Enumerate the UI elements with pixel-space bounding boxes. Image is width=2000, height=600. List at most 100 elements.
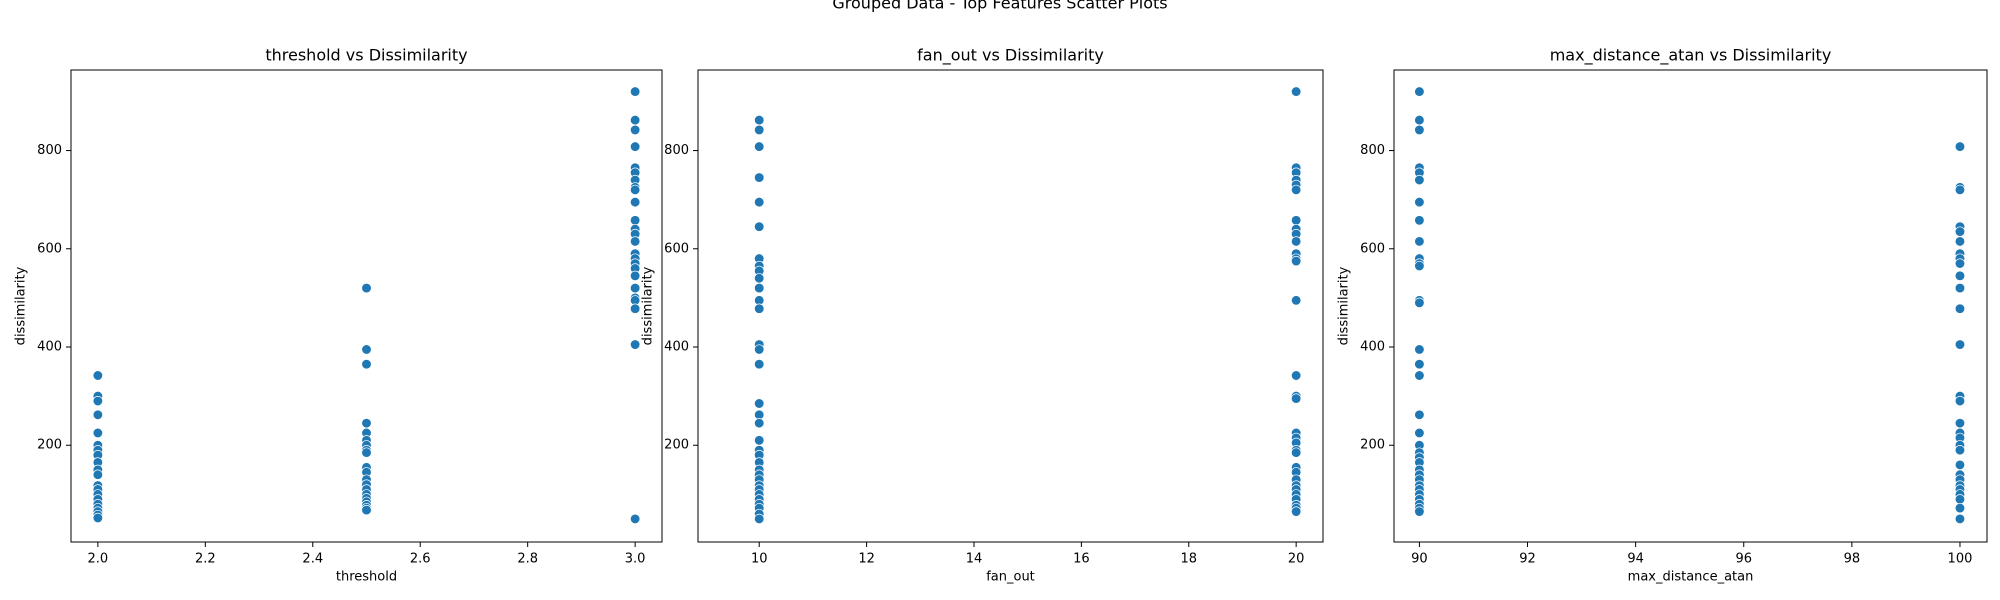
point (92, 469, 104, 480)
point (1291, 184, 1302, 195)
point (1954, 494, 1966, 505)
point (754, 114, 765, 126)
point (1414, 297, 1425, 308)
y-tick-label: 200 (1360, 438, 1385, 453)
x-tick-label: 18 (1180, 552, 1197, 567)
x-tick-label: 96 (1735, 552, 1752, 567)
point (629, 86, 641, 97)
point (361, 359, 372, 370)
point (1954, 502, 1966, 514)
point (629, 339, 641, 350)
y-tick-label: 800 (1360, 143, 1385, 158)
point (92, 370, 104, 381)
x-tick-label: 90 (1411, 552, 1428, 567)
point (754, 273, 765, 284)
point (629, 215, 641, 226)
point (629, 184, 641, 195)
point (1954, 303, 1966, 314)
y-axis-label: dissimilarity (1337, 266, 1352, 345)
point (629, 303, 641, 314)
point (1414, 124, 1425, 136)
chart-title: fan_out vs Dissimilarity (917, 46, 1104, 66)
point (1954, 445, 1966, 456)
point (1414, 409, 1425, 420)
point (1954, 339, 1966, 350)
point (1954, 417, 1966, 429)
point (754, 221, 765, 232)
point (1414, 344, 1425, 355)
point (1954, 395, 1966, 407)
point (1291, 447, 1302, 458)
point (754, 124, 765, 136)
point (754, 435, 765, 446)
x-tick-label: 94 (1627, 552, 1644, 567)
x-axis-label: threshold (336, 570, 397, 585)
point (361, 504, 372, 516)
chart-title: max_distance_atan vs Dissimilarity (1550, 46, 1832, 66)
point (1291, 86, 1302, 97)
point (754, 196, 765, 208)
point (1954, 270, 1966, 281)
y-tick-label: 400 (664, 340, 689, 355)
y-axis-label: dissimilarity (14, 266, 29, 345)
point (1954, 459, 1966, 471)
point (1291, 506, 1302, 517)
point (361, 344, 372, 355)
point (1954, 226, 1966, 237)
x-tick-label: 2.6 (410, 552, 431, 567)
point (754, 303, 765, 314)
x-tick-label: 100 (1948, 552, 1973, 567)
point (1291, 393, 1302, 404)
x-tick-label: 3.0 (625, 552, 646, 567)
point (1954, 258, 1966, 269)
figure-title: Grouped Data - Top Features Scatter Plot… (832, 0, 1167, 13)
point (754, 282, 765, 294)
point (754, 141, 765, 152)
point (754, 417, 765, 429)
x-tick-label: 98 (1844, 552, 1861, 567)
y-tick-label: 400 (37, 340, 62, 355)
x-tick-label: 2.2 (195, 552, 216, 567)
point (1414, 174, 1425, 186)
point (1954, 184, 1966, 195)
point (629, 196, 641, 208)
y-tick-label: 600 (1360, 241, 1385, 256)
x-tick-label: 20 (1288, 552, 1305, 567)
x-tick-label: 2.8 (517, 552, 538, 567)
x-tick-label: 14 (966, 552, 983, 567)
x-tick-label: 2.4 (302, 552, 323, 567)
point (1414, 427, 1425, 439)
y-tick-label: 200 (37, 438, 62, 453)
point (1954, 141, 1966, 152)
point (1414, 86, 1425, 97)
point (1291, 236, 1302, 247)
x-tick-label: 12 (858, 552, 875, 567)
point (629, 141, 641, 152)
point (754, 359, 765, 370)
point (1414, 114, 1425, 126)
point (1414, 215, 1425, 226)
point (1291, 370, 1302, 381)
point (629, 270, 641, 281)
point (754, 398, 765, 409)
x-tick-label: 2.0 (88, 552, 109, 567)
point (1291, 215, 1302, 226)
point (92, 395, 104, 407)
point (629, 282, 641, 294)
y-tick-label: 600 (37, 241, 62, 256)
plot-frame (697, 69, 1324, 543)
x-axis-label: fan_out (986, 570, 1035, 585)
point (361, 417, 372, 429)
x-tick-label: 10 (751, 552, 768, 567)
point (629, 236, 641, 247)
point (92, 409, 104, 420)
point (1414, 260, 1425, 272)
point (1414, 236, 1425, 247)
point (1954, 282, 1966, 294)
y-tick-label: 600 (664, 241, 689, 256)
point (754, 513, 765, 525)
x-axis-label: max_distance_atan (1628, 570, 1754, 585)
y-tick-label: 800 (37, 143, 62, 158)
y-tick-label: 200 (664, 438, 689, 453)
